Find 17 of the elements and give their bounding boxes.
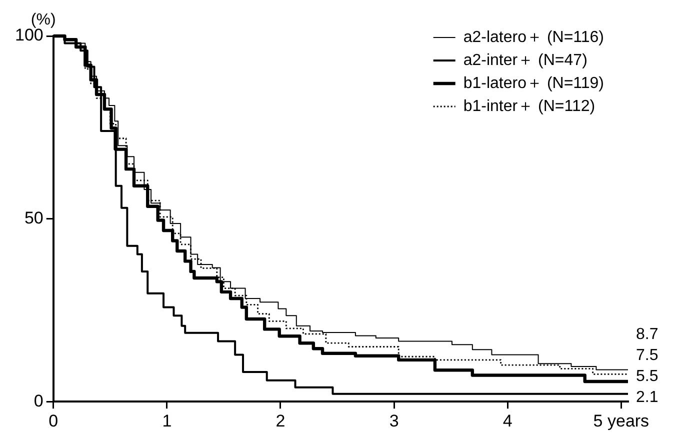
x-tick-label: 5 years xyxy=(593,411,650,430)
legend-label: b1-inter＋ (N=112) xyxy=(463,98,596,115)
text: 8.7 xyxy=(636,326,658,344)
x-tick-label: 1 xyxy=(162,411,172,430)
text: 7.5 xyxy=(636,347,658,364)
legend-label: a2-latero＋ (N=116) xyxy=(463,28,604,46)
y-axis-title: (%) xyxy=(30,11,56,28)
x-tick-label: 2 xyxy=(276,411,286,430)
x-tick-label: 0 xyxy=(48,411,58,430)
legend-label: b1-latero＋ (N=119) xyxy=(463,74,604,92)
y-tick-label: 50 xyxy=(24,208,44,228)
y-tick-label: 0 xyxy=(34,391,44,410)
text: 2.1 xyxy=(636,389,658,406)
legend-label: a2-inter＋ (N=47) xyxy=(463,52,588,69)
text: 5.5 xyxy=(636,368,658,386)
x-tick-label: 4 xyxy=(502,411,512,430)
x-tick-label: 3 xyxy=(389,411,399,430)
